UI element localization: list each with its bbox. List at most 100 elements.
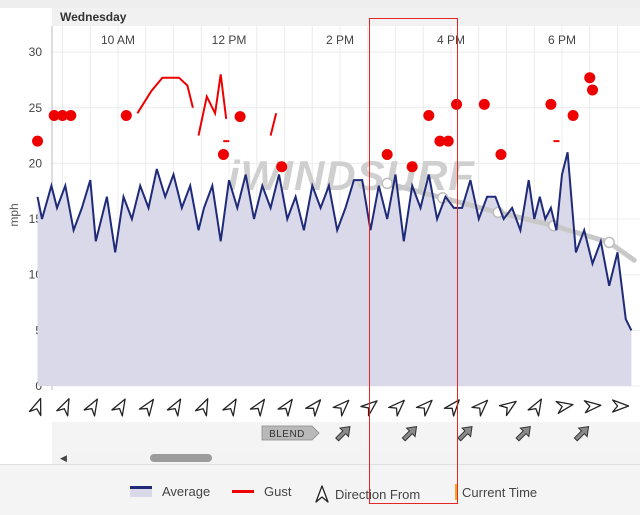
legend-average[interactable]: Average (130, 484, 210, 499)
direction-arrow-shape (222, 398, 237, 417)
gust-point (276, 161, 288, 173)
blend-tag[interactable]: BLEND (261, 425, 320, 441)
direction-arrow-shape (443, 399, 460, 417)
gust-point (584, 72, 596, 84)
gust-point (567, 110, 579, 122)
legend-gust[interactable]: Gust (232, 484, 291, 499)
direction-arrow-shape (471, 399, 489, 417)
direction-arrow-icon (583, 400, 602, 414)
direction-arrow-shape (527, 398, 542, 417)
time-labels: 10 AM 12 PM 2 PM 4 PM 6 PM (101, 33, 576, 47)
direction-arrow-icon (304, 399, 322, 417)
direction-arrow-shape (138, 398, 155, 417)
current-time-swatch-icon (455, 484, 458, 500)
gust-point (120, 110, 132, 122)
y-axis-label: mph (7, 203, 21, 226)
blend-arrow-shape (335, 426, 351, 442)
gust-point (65, 110, 77, 122)
gust-point (478, 98, 490, 110)
trend-marker (603, 236, 615, 249)
blend-arrow-shape (515, 426, 531, 442)
direction-arrow-icon (277, 398, 293, 417)
gust-lines (136, 74, 560, 143)
gust-point (545, 98, 557, 110)
direction-arrow-shape (56, 398, 70, 417)
direction-arrow-icon (360, 400, 378, 417)
gust-point (217, 148, 229, 160)
direction-arrow-icon (555, 400, 574, 414)
direction-arrow-icon (166, 398, 182, 417)
direction-arrow-shape (166, 398, 182, 417)
time-label: 4 PM (437, 33, 465, 47)
legend-direction[interactable]: Direction From (313, 484, 420, 504)
gust-point (495, 148, 507, 160)
day-label: Wednesday (60, 10, 127, 24)
blend-arrow-shape (401, 426, 418, 442)
gust-point (587, 84, 599, 96)
gust-point (234, 111, 246, 123)
blend-arrow-icon (335, 426, 351, 442)
direction-arrow-shape (194, 398, 209, 417)
direction-arrow-icon (443, 399, 460, 417)
direction-arrow-shape (611, 399, 630, 413)
blend-arrow-icon (515, 426, 531, 442)
gust-point (381, 148, 393, 160)
y-tick-label: 25 (29, 101, 43, 115)
gust-swatch-icon (232, 490, 254, 493)
direction-arrow-icon (388, 399, 405, 417)
direction-arrow-shape (277, 398, 293, 417)
trend-marker (381, 177, 393, 190)
time-label: 6 PM (548, 33, 576, 47)
direction-arrow-icon (249, 398, 266, 417)
gust-point (32, 135, 44, 147)
direction-arrow-shape (583, 400, 602, 414)
blend-arrow-icon (401, 426, 418, 442)
gust-point (423, 110, 435, 122)
y-tick-label: 30 (29, 45, 43, 59)
gust-point (48, 110, 60, 122)
direction-arrow-icon (83, 398, 98, 417)
direction-arrow-shape (332, 399, 350, 417)
direction-arrow-shape (360, 400, 378, 417)
average-line (36, 152, 633, 331)
y-tick-label: 20 (29, 156, 43, 170)
direction-arrow-shape (28, 397, 42, 417)
direction-arrow-icon (28, 397, 42, 417)
gust-point (442, 135, 454, 147)
direction-arrow-shape (555, 400, 574, 414)
direction-arrow-icon (611, 399, 630, 413)
direction-arrow-icon (111, 398, 126, 417)
blend-row-bg (52, 422, 640, 452)
gust-point (57, 110, 68, 122)
blend-arrow-icon (457, 426, 473, 442)
legend-current-time[interactable]: Current Time (455, 484, 537, 500)
direction-arrow-icon (498, 400, 517, 417)
direction-arrow-shape (304, 399, 322, 417)
top-strip (0, 0, 640, 8)
scrollbar-thumb[interactable] (150, 454, 212, 462)
direction-arrow-icon (315, 485, 329, 503)
time-label: 12 PM (212, 33, 247, 47)
direction-row (28, 390, 640, 426)
legend-current-time-label: Current Time (462, 484, 538, 500)
gust-segment (269, 113, 278, 136)
direction-arrow-shape (498, 400, 517, 417)
gust-segment (197, 74, 228, 136)
blend-arrow-shape (457, 426, 473, 442)
direction-arrow-shape (415, 399, 433, 417)
direction-arrow-shape (388, 399, 405, 417)
blend-arrow-icon (573, 426, 590, 442)
horizontal-scrollbar[interactable]: ◀ (52, 452, 640, 464)
direction-arrow-icon (56, 398, 70, 417)
legend-average-label: Average (162, 484, 211, 499)
gust-point (434, 135, 446, 147)
direction-arrow-icon (527, 398, 542, 417)
direction-arrow-shape (83, 398, 98, 417)
chevron-left-icon[interactable]: ◀ (60, 453, 67, 463)
gust-point (406, 161, 418, 173)
direction-arrow-icon (332, 399, 350, 417)
direction-arrow-shape (249, 398, 266, 417)
direction-arrow-shape (111, 398, 126, 417)
